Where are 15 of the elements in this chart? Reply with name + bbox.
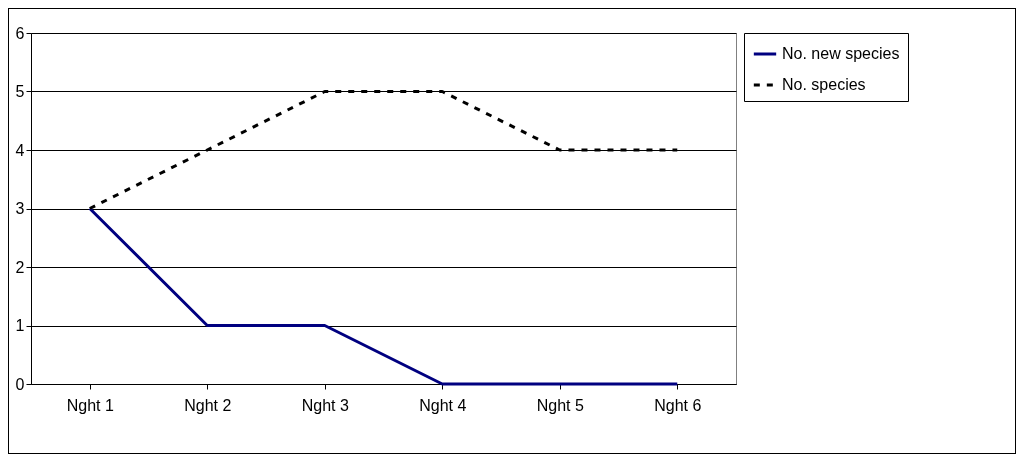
x-tick-label: Nght 6 bbox=[654, 396, 702, 414]
x-tick-label: Nght 1 bbox=[66, 396, 114, 414]
legend-label: No. new species bbox=[782, 45, 900, 62]
legend-label: No. species bbox=[782, 76, 866, 93]
y-tick-label: 1 bbox=[15, 317, 25, 334]
x-tick-label: Nght 5 bbox=[536, 396, 584, 414]
y-tick-label: 2 bbox=[15, 258, 25, 276]
y-tick-label: 5 bbox=[15, 83, 25, 100]
x-tick-label: Nght 3 bbox=[301, 396, 349, 414]
y-tick-label: 0 bbox=[15, 375, 25, 393]
x-tick-label: Nght 4 bbox=[419, 396, 467, 414]
y-tick-label: 3 bbox=[15, 200, 25, 217]
y-tick-label: 4 bbox=[15, 141, 25, 159]
x-tick-label: Nght 2 bbox=[184, 396, 232, 414]
y-tick-label: 6 bbox=[15, 24, 25, 42]
